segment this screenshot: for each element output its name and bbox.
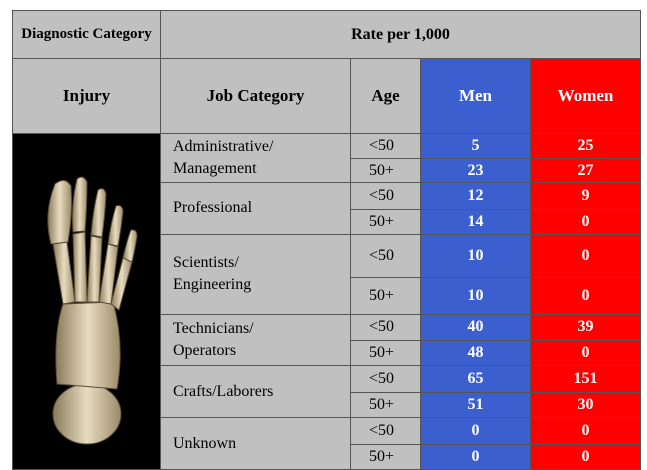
men-rate-cell: 0: [421, 418, 531, 445]
women-rate-cell: 0: [531, 277, 641, 314]
job-category-cell: Professional: [161, 183, 351, 235]
header-cell: Age: [351, 59, 421, 134]
job-category-cell: Scientists/ Engineering: [161, 234, 351, 314]
age-cell: 50+: [351, 209, 421, 234]
men-rate-cell: 23: [421, 159, 531, 183]
page: Diagnostic Category Rate per 1,000 Injur…: [0, 0, 647, 458]
men-rate-cell: 0: [421, 445, 531, 470]
women-rate-cell: 25: [531, 134, 641, 159]
header-cell: Injury: [13, 59, 161, 134]
men-rate-cell: 40: [421, 314, 531, 341]
women-rate-cell: 0: [531, 445, 641, 470]
women-rate-cell: 0: [531, 234, 641, 277]
men-rate-cell: 14: [421, 209, 531, 234]
age-cell: 50+: [351, 341, 421, 366]
men-rate-cell: 10: [421, 234, 531, 277]
header-cell: Women: [531, 59, 641, 134]
age-cell: 50+: [351, 445, 421, 470]
age-cell: <50: [351, 314, 421, 341]
women-rate-cell: 39: [531, 314, 641, 341]
men-rate-cell: 51: [421, 393, 531, 418]
women-rate-cell: 9: [531, 183, 641, 210]
job-category-cell: Unknown: [161, 418, 351, 470]
job-category-cell: Administrative/ Management: [161, 134, 351, 183]
header-cell: Diagnostic Category: [13, 11, 161, 59]
header-cell: Men: [421, 59, 531, 134]
injury-image-cell: [13, 134, 161, 470]
women-rate-cell: 0: [531, 418, 641, 445]
men-rate-cell: 48: [421, 341, 531, 366]
age-cell: <50: [351, 183, 421, 210]
age-cell: 50+: [351, 277, 421, 314]
women-rate-cell: 151: [531, 366, 641, 393]
age-cell: <50: [351, 418, 421, 445]
age-cell: 50+: [351, 159, 421, 183]
header-cell: Rate per 1,000: [161, 11, 641, 59]
age-cell: <50: [351, 366, 421, 393]
women-rate-cell: 30: [531, 393, 641, 418]
men-rate-cell: 5: [421, 134, 531, 159]
rate-table: Diagnostic Category Rate per 1,000 Injur…: [12, 10, 641, 470]
women-rate-cell: 0: [531, 341, 641, 366]
foot-illustration: [13, 134, 159, 464]
women-rate-cell: 27: [531, 159, 641, 183]
age-cell: <50: [351, 234, 421, 277]
job-category-cell: Technicians/ Operators: [161, 314, 351, 366]
men-rate-cell: 12: [421, 183, 531, 210]
men-rate-cell: 65: [421, 366, 531, 393]
age-cell: 50+: [351, 393, 421, 418]
men-rate-cell: 10: [421, 277, 531, 314]
job-category-cell: Crafts/Laborers: [161, 366, 351, 418]
age-cell: <50: [351, 134, 421, 159]
header-cell: Job Category: [161, 59, 351, 134]
women-rate-cell: 0: [531, 209, 641, 234]
